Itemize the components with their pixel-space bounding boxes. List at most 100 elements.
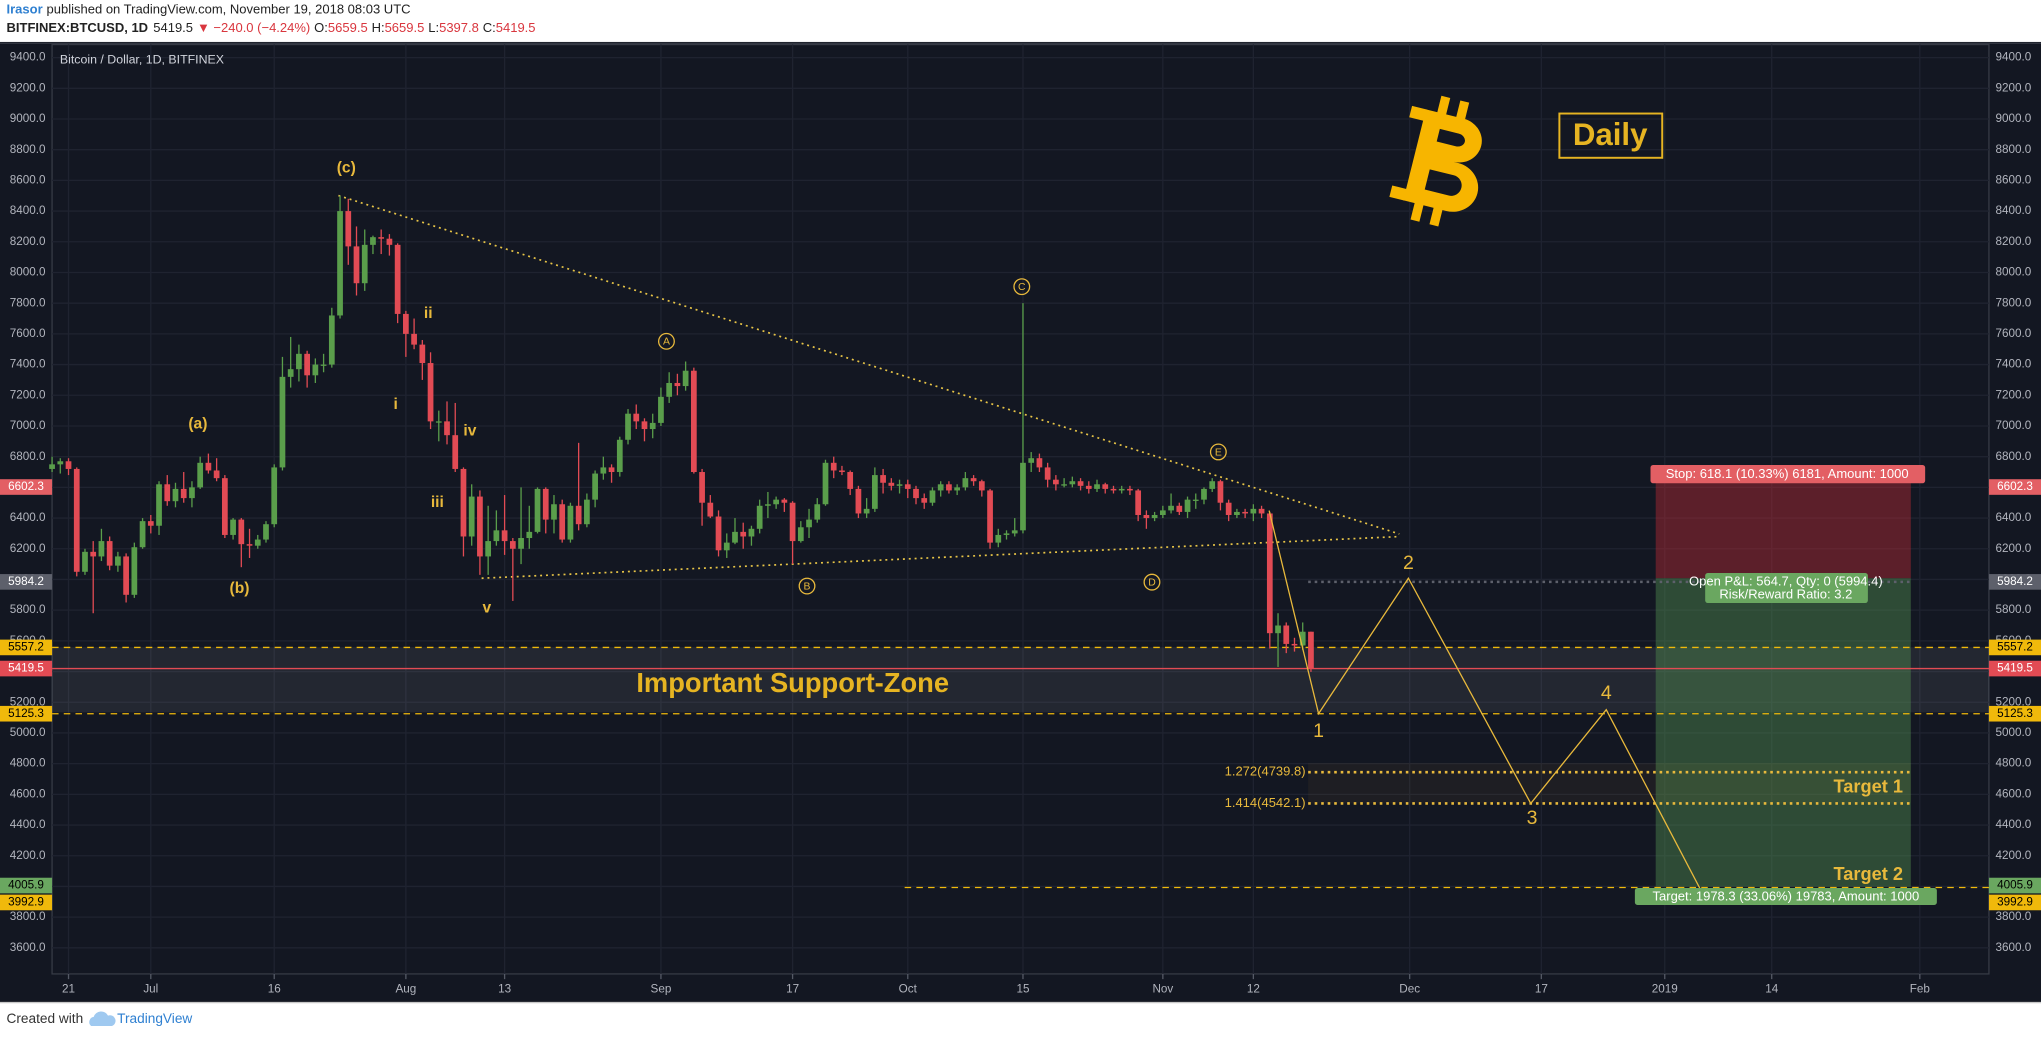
y-tick-label: 6200.0 xyxy=(10,542,46,555)
candle-body xyxy=(57,461,64,465)
candle-body xyxy=(1011,530,1018,534)
price-label: 4005.9 xyxy=(1997,879,2033,892)
candle-body xyxy=(106,541,113,566)
candle-body xyxy=(403,313,409,334)
triangle-label: E xyxy=(1215,447,1222,458)
price-label: 5125.3 xyxy=(8,707,44,720)
candle-body xyxy=(674,382,681,387)
price-label: 5125.3 xyxy=(1997,707,2033,720)
price-label: 3992.9 xyxy=(1997,896,2033,909)
candle-body xyxy=(526,531,533,539)
triangle-label: A xyxy=(663,337,670,348)
y-tick-label: 7400.0 xyxy=(1995,358,2031,371)
wave-label: ii xyxy=(424,305,433,322)
price-label-box xyxy=(1988,877,2041,894)
candle-body xyxy=(452,435,459,469)
candle-body xyxy=(666,382,673,397)
y-tick-label: 3800.0 xyxy=(1995,910,2031,923)
support-zone xyxy=(52,647,1989,713)
candle-body xyxy=(73,468,80,572)
x-tick-label: 13 xyxy=(498,983,511,996)
candle-body xyxy=(1061,484,1067,486)
candle-body xyxy=(649,422,656,430)
y-tick-label: 3600.0 xyxy=(1995,941,2031,954)
projection-label: 1 xyxy=(1313,720,1324,742)
triangle-label: D xyxy=(1148,578,1156,589)
candle-body xyxy=(287,369,294,377)
candle-body xyxy=(518,538,524,549)
candle-body xyxy=(1044,467,1051,480)
price-label-box xyxy=(1988,894,2041,911)
candle-body xyxy=(707,502,714,517)
wave-projection xyxy=(1268,510,1706,899)
candle-body xyxy=(1209,481,1216,489)
x-tick-label: Feb xyxy=(1910,983,1931,996)
candle-body xyxy=(1201,488,1207,500)
candle-body xyxy=(806,519,812,528)
candle-body xyxy=(1192,499,1199,501)
candle-body xyxy=(361,244,368,284)
candle-body xyxy=(345,211,352,247)
wave-label: iii xyxy=(431,494,444,511)
high-key: H: xyxy=(372,20,385,35)
candle-body xyxy=(633,413,640,422)
candle-body xyxy=(1118,488,1125,491)
candle-body xyxy=(830,462,837,471)
y-tick-label: 6800.0 xyxy=(1995,450,2031,463)
projection-label: 4 xyxy=(1601,682,1612,704)
candle-body xyxy=(1127,488,1133,491)
y-tick-label: 7400.0 xyxy=(10,358,46,371)
y-tick-label: 8000.0 xyxy=(1995,266,2031,279)
candle-body xyxy=(1094,484,1100,489)
candle-body xyxy=(1102,484,1109,489)
price-label-box xyxy=(0,639,53,656)
y-tick-label: 6400.0 xyxy=(10,511,46,524)
candle-body xyxy=(180,488,187,499)
y-tick-label: 7200.0 xyxy=(10,388,46,401)
projection-label: 2 xyxy=(1403,552,1414,574)
target-label: Target 1 xyxy=(1833,777,1903,797)
target-position-label: Target: 1978.3 (33.06%) 19783, Amount: 1… xyxy=(1653,889,1920,904)
candle-body xyxy=(542,488,549,520)
y-tick-label: 8800.0 xyxy=(1995,143,2031,156)
price-label: 5557.2 xyxy=(8,641,44,654)
y-tick-label: 4600.0 xyxy=(10,787,46,800)
candle-body xyxy=(254,539,261,546)
y-tick-label: 7600.0 xyxy=(1995,327,2031,340)
candle-body xyxy=(970,478,977,482)
y-tick-label: 8400.0 xyxy=(10,204,46,217)
candles xyxy=(49,195,1314,672)
chart-title: Bitcoin / Dollar, 1D, BITFINEX xyxy=(60,52,224,66)
candle-body xyxy=(131,547,138,595)
x-tick-label: 17 xyxy=(786,983,799,996)
candle-body xyxy=(921,498,928,503)
candle-body xyxy=(386,238,393,245)
candle-body xyxy=(699,472,705,503)
candle-body xyxy=(690,370,697,473)
candle-body xyxy=(1250,508,1257,514)
triangle-marker xyxy=(1209,443,1227,461)
axes: 3600.03600.03800.03800.04000.04000.04200… xyxy=(0,51,2041,996)
x-tick-label: 15 xyxy=(1016,983,1030,996)
candle-body xyxy=(954,487,961,491)
candle-body xyxy=(1176,505,1183,512)
triangle-label: C xyxy=(1018,282,1026,293)
candle-body xyxy=(378,237,385,239)
candle-body xyxy=(888,482,895,486)
ratio-label: Risk/Reward Ratio: 3.2 xyxy=(1719,587,1852,602)
candle-body xyxy=(962,478,969,488)
candle-body xyxy=(863,508,870,514)
candle-body xyxy=(1234,511,1240,515)
candle-body xyxy=(320,364,327,366)
open: 5659.5 xyxy=(328,20,368,35)
candle-body xyxy=(485,541,492,557)
triangle-label: B xyxy=(804,581,811,592)
candle-body xyxy=(1217,481,1224,503)
candle-body xyxy=(1085,485,1092,489)
candle-body xyxy=(797,527,804,542)
candle-body xyxy=(509,541,516,549)
y-tick-label: 8600.0 xyxy=(1995,173,2031,186)
y-tick-label: 4400.0 xyxy=(1995,818,2031,831)
